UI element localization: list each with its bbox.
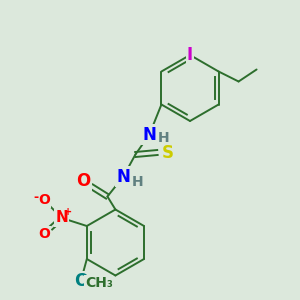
Text: H: H — [132, 175, 143, 188]
Text: I: I — [187, 46, 193, 64]
Text: O: O — [76, 172, 91, 190]
Text: O: O — [38, 193, 50, 207]
Text: S: S — [161, 143, 173, 161]
Text: N: N — [56, 211, 68, 226]
Text: CH₃: CH₃ — [85, 276, 113, 290]
Text: O: O — [74, 272, 88, 290]
Text: H: H — [158, 131, 169, 146]
Text: N: N — [116, 167, 130, 185]
Text: -: - — [33, 191, 38, 205]
Text: O: O — [38, 227, 50, 241]
Text: +: + — [64, 207, 72, 217]
Text: N: N — [142, 125, 156, 143]
